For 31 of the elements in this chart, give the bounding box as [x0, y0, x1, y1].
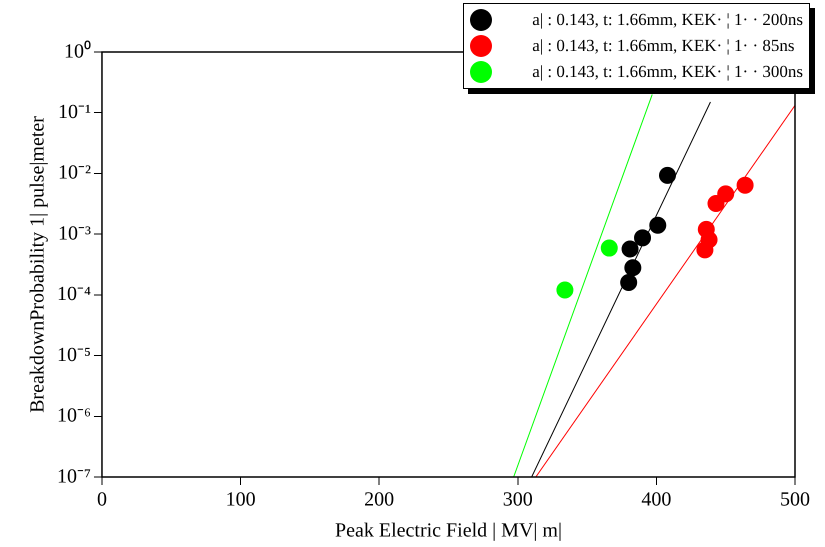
- legend-label: a| : 0.143, t: 1.66mm, KEK· ¦ 1· · 200ns: [532, 10, 803, 30]
- x-axis-title: Peak Electric Field | MV| m|: [335, 519, 562, 542]
- x-tick-label: 300: [502, 488, 533, 510]
- point: [622, 240, 639, 258]
- point: [624, 259, 642, 276]
- point: [556, 282, 574, 299]
- x-tick-label: 200: [364, 488, 394, 510]
- point: [658, 166, 676, 184]
- y-tick-label: 10⁻¹: [58, 100, 91, 123]
- point: [707, 194, 724, 212]
- y-tick-label: 10⁰: [64, 39, 91, 62]
- point: [620, 274, 638, 291]
- y-tick-label: 10⁻⁵: [56, 344, 91, 366]
- point: [736, 176, 754, 194]
- point: [696, 241, 714, 258]
- point: [600, 240, 618, 257]
- x-tick-label: 0: [96, 488, 107, 510]
- point: [717, 185, 734, 202]
- y-tick-label: 10⁻⁶: [56, 404, 91, 427]
- point: [649, 216, 666, 234]
- point: [634, 229, 652, 246]
- y-tick-label: 10⁻⁷: [56, 465, 91, 488]
- x-tick-label: 500: [780, 488, 810, 510]
- y-tick-label: 10⁻⁴: [56, 283, 91, 306]
- x-tick-label: 400: [641, 488, 672, 510]
- x-tick-label: 100: [226, 488, 256, 510]
- y-axis-title: BreakdownProbability 1| pulse|meter: [26, 116, 48, 413]
- legend-label: a| : 0.143, t: 1.66mm, KEK· ¦ 1· · 85ns: [532, 36, 794, 56]
- legend-label: a| : 0.143, t: 1.66mm, KEK· ¦ 1· · 300ns: [532, 62, 803, 82]
- y-tick-label: 10⁻²: [58, 162, 91, 184]
- y-tick-label: 10⁻³: [58, 222, 91, 244]
